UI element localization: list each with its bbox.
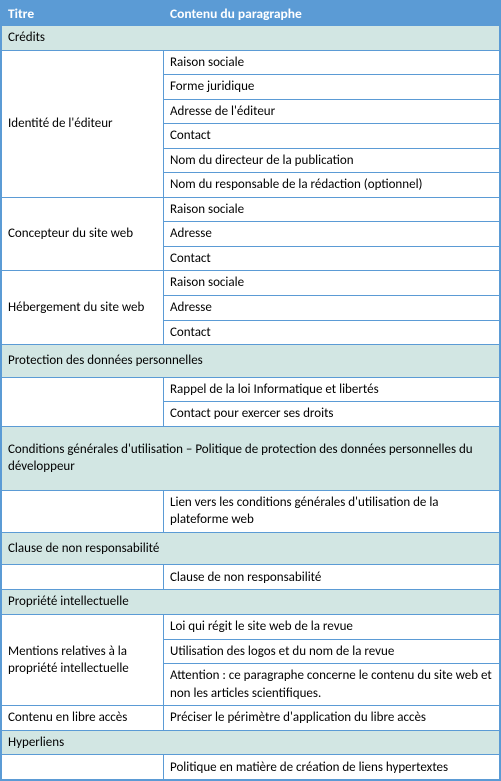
- section-conditions: Conditions générales d'utilisation – Pol…: [2, 426, 500, 490]
- row-title: Contenu en libre accès: [2, 706, 164, 731]
- section-heading: Conditions générales d'utilisation – Pol…: [2, 426, 500, 490]
- row-content: Contact: [164, 124, 500, 149]
- row-content: Contact pour exercer ses droits: [164, 402, 500, 427]
- table-row: Identité de l'éditeur Raison sociale: [2, 50, 500, 75]
- section-clause: Clause de non responsabilité: [2, 532, 500, 565]
- row-content: Adresse de l'éditeur: [164, 99, 500, 124]
- row-content: Raison sociale: [164, 50, 500, 75]
- row-content: Raison sociale: [164, 197, 500, 222]
- row-content: Loi qui régit le site web de la revue: [164, 615, 500, 640]
- row-title: Concepteur du site web: [2, 197, 164, 271]
- row-title: [2, 490, 164, 532]
- row-content: Politique en matière de création de lien…: [164, 755, 500, 780]
- row-content: Lien vers les conditions générales d'uti…: [164, 490, 500, 532]
- section-heading: Clause de non responsabilité: [2, 532, 500, 565]
- row-content: Contact: [164, 246, 500, 271]
- header-content: Contenu du paragraphe: [164, 2, 500, 26]
- row-content: Clause de non responsabilité: [164, 565, 500, 590]
- table-row: Clause de non responsabilité: [2, 565, 500, 590]
- section-heading: Protection des données personnelles: [2, 345, 500, 378]
- table-row: Politique en matière de création de lien…: [2, 755, 500, 780]
- row-content: Utilisation des logos et du nom de la re…: [164, 639, 500, 664]
- row-content: Adresse: [164, 296, 500, 321]
- document-table: Titre Contenu du paragraphe Crédits Iden…: [1, 1, 500, 780]
- header-row: Titre Contenu du paragraphe: [2, 2, 500, 26]
- row-title: Mentions relatives à la propriété intell…: [2, 615, 164, 706]
- row-title: [2, 755, 164, 780]
- header-title: Titre: [2, 2, 164, 26]
- section-protection: Protection des données personnelles: [2, 345, 500, 378]
- section-heading: Crédits: [2, 26, 500, 51]
- row-content: Nom du directeur de la publication: [164, 148, 500, 173]
- table-row: Mentions relatives à la propriété intell…: [2, 615, 500, 640]
- row-content: Rappel de la loi Informatique et liberté…: [164, 377, 500, 402]
- row-content: Raison sociale: [164, 271, 500, 296]
- row-content: Adresse: [164, 222, 500, 247]
- row-content: Forme juridique: [164, 75, 500, 100]
- row-content: Nom du responsable de la rédaction (opti…: [164, 173, 500, 198]
- section-propriete: Propriété intellectuelle: [2, 590, 500, 615]
- section-heading: Hyperliens: [2, 730, 500, 755]
- section-heading: Propriété intellectuelle: [2, 590, 500, 615]
- row-title: [2, 377, 164, 426]
- row-content: Attention : ce paragraphe concerne le co…: [164, 664, 500, 706]
- table-row: Hébergement du site web Raison sociale: [2, 271, 500, 296]
- row-title: Identité de l'éditeur: [2, 50, 164, 197]
- row-title: [2, 565, 164, 590]
- table-row: Lien vers les conditions générales d'uti…: [2, 490, 500, 532]
- row-content: Contact: [164, 320, 500, 345]
- row-content: Préciser le périmètre d'application du l…: [164, 706, 500, 731]
- table-row: Concepteur du site web Raison sociale: [2, 197, 500, 222]
- row-title: Hébergement du site web: [2, 271, 164, 345]
- table-row: Rappel de la loi Informatique et liberté…: [2, 377, 500, 402]
- table-container: Titre Contenu du paragraphe Crédits Iden…: [0, 0, 501, 781]
- table-row: Contenu en libre accès Préciser le périm…: [2, 706, 500, 731]
- section-credits: Crédits: [2, 26, 500, 51]
- section-hyperliens: Hyperliens: [2, 730, 500, 755]
